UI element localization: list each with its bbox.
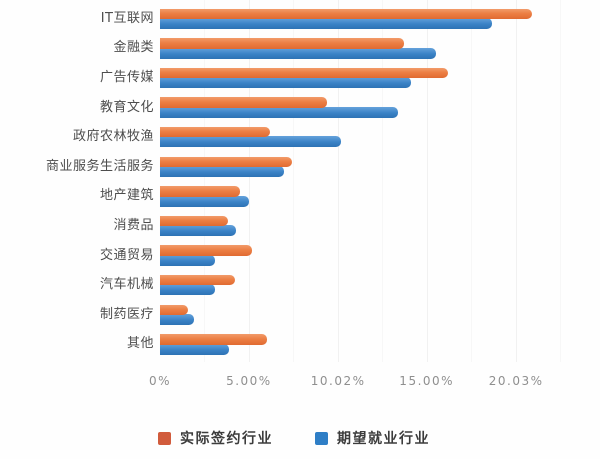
bar-expected-4: [160, 136, 342, 148]
category-label: 教育文化: [99, 99, 154, 115]
gridline: [471, 0, 473, 362]
bar-expected-3: [160, 106, 399, 118]
gridline: [515, 0, 517, 362]
x-tick-label: 20.03%: [488, 374, 544, 388]
bar-actual-5: [160, 156, 292, 167]
bar-actual-0: [160, 8, 532, 19]
bar-actual-8: [160, 245, 253, 256]
bar-actual-2: [160, 67, 449, 79]
x-tick-label: 10.02%: [310, 374, 366, 388]
category-label: 交通贸易: [99, 247, 154, 263]
bar-actual-3: [160, 97, 328, 108]
bar-actual-11: [160, 334, 267, 345]
category-label: 地产建筑: [99, 188, 154, 204]
x-tick-label: 0%: [148, 374, 172, 388]
bar-actual-9: [160, 274, 235, 286]
gridline: [337, 0, 339, 362]
category-label: 金融类: [113, 40, 154, 56]
gridline: [382, 0, 384, 362]
legend-label-expected: 期望就业行业: [337, 431, 430, 447]
legend-swatch-expected-icon: [315, 431, 328, 445]
category-label: 广告传媒: [99, 70, 154, 85]
legend-label-actual: 实际签约行业: [180, 431, 273, 447]
bar-expected-2: [160, 77, 411, 89]
bar-actual-10: [160, 304, 189, 315]
gridline: [426, 0, 428, 362]
gridline: [560, 0, 562, 362]
bar-expected-0: [160, 18, 493, 29]
category-label: 商业服务生活服务: [45, 158, 154, 174]
bar-expected-11: [160, 343, 230, 355]
legend-swatch-actual-icon: [158, 431, 171, 445]
bar-expected-1: [160, 47, 436, 59]
category-label: 政府农林牧渔: [72, 129, 154, 145]
bar-expected-7: [160, 225, 237, 237]
gridline: [204, 0, 206, 362]
bar-expected-5: [160, 166, 285, 177]
bar-actual-6: [160, 186, 240, 197]
bar-expected-8: [160, 254, 216, 266]
category-label: 消费品: [113, 218, 154, 233]
bar-actual-4: [160, 126, 271, 138]
category-label: 其他: [126, 336, 154, 352]
gridline: [248, 0, 250, 362]
gridline: [293, 0, 295, 362]
category-label: 汽车机械: [99, 277, 154, 293]
bar-expected-10: [160, 314, 194, 325]
legend-item-actual: 实际签约行业: [158, 428, 273, 448]
x-tick-label: 15.00%: [399, 374, 455, 388]
legend-item-expected: 期望就业行业: [315, 428, 430, 448]
bar-actual-1: [160, 38, 404, 49]
bar-expected-9: [160, 284, 216, 296]
category-label: 制药医疗: [99, 306, 154, 322]
bar-expected-6: [160, 195, 249, 207]
category-label: IT互联网: [100, 10, 154, 26]
x-tick-label: 5.00%: [226, 374, 272, 388]
bar-actual-7: [160, 215, 228, 227]
chart-legend: 实际签约行业 期望就业行业: [158, 428, 430, 448]
